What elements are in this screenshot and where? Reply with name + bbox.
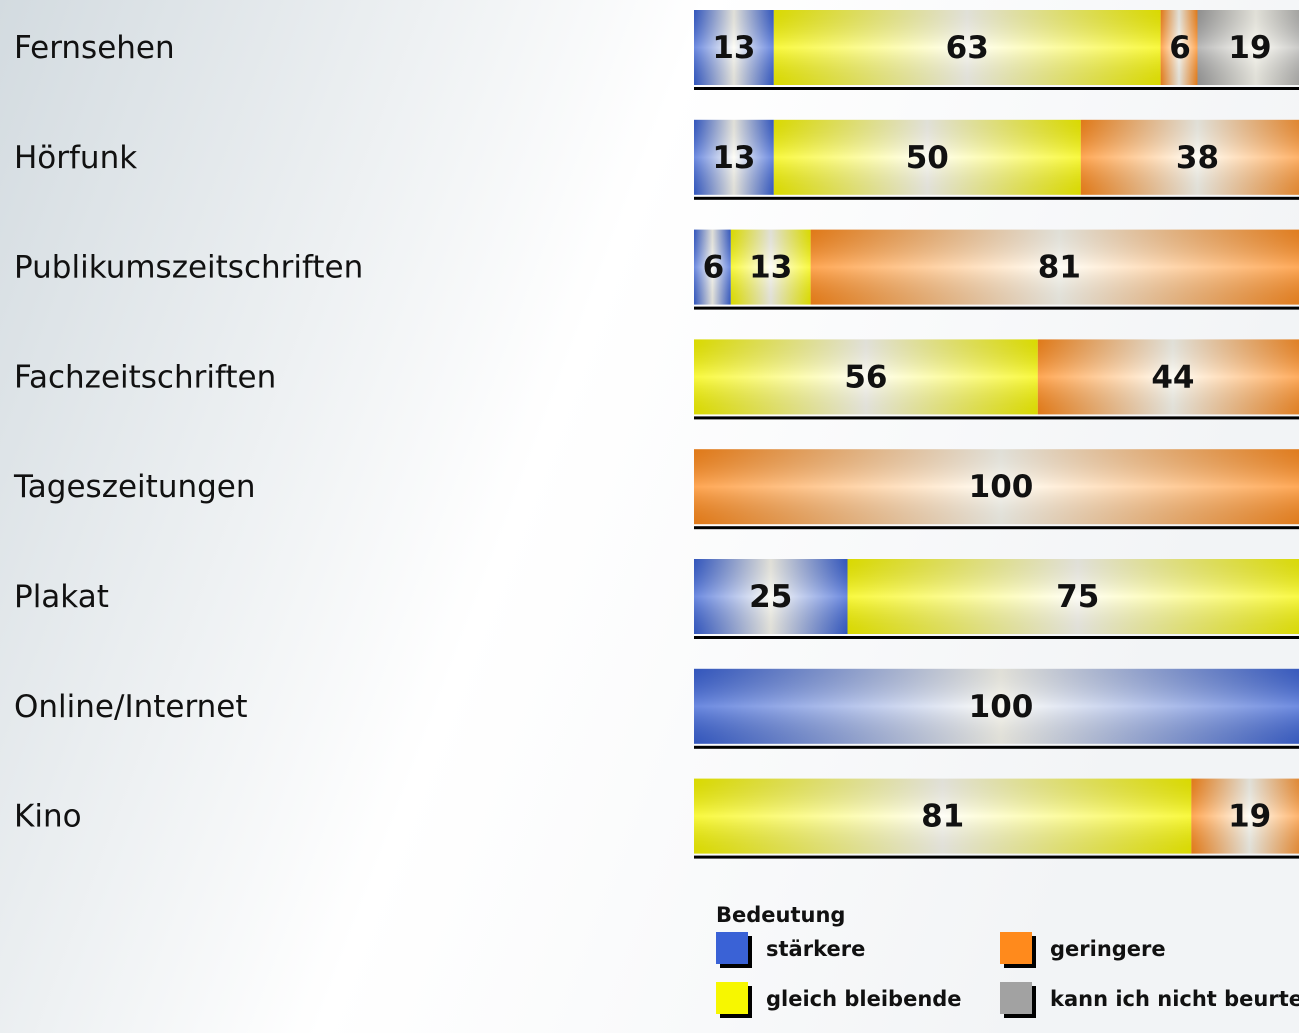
bar-baseline	[694, 87, 1299, 90]
value-label: 6	[703, 250, 725, 286]
legend-label: geringere	[1050, 937, 1166, 961]
category-label: Publikumszeitschriften	[14, 250, 363, 286]
category-label: Tageszeitungen	[13, 469, 256, 505]
value-label: 19	[1228, 30, 1271, 66]
bar-baseline	[694, 196, 1299, 200]
value-label: 100	[969, 689, 1034, 725]
value-label: 25	[749, 579, 792, 615]
bar-baseline	[694, 526, 1299, 530]
bar-baseline	[694, 855, 1299, 859]
value-label: 6	[1169, 30, 1191, 66]
value-label: 13	[712, 140, 755, 176]
category-label: Online/Internet	[14, 689, 248, 725]
value-label: 63	[946, 30, 989, 66]
legend-label: gleich bleibende	[766, 987, 962, 1011]
value-label: 44	[1151, 359, 1194, 395]
legend-swatch	[1000, 982, 1032, 1014]
bar-baseline	[694, 306, 1299, 310]
value-label: 100	[969, 469, 1034, 505]
category-label: Fernsehen	[14, 30, 175, 66]
bar-baseline	[694, 636, 1299, 639]
bar-baseline	[694, 416, 1299, 420]
legend-swatch	[1000, 932, 1032, 964]
legend-title: Bedeutung	[716, 903, 845, 927]
legend-label: kann ich nicht beurteilen	[1050, 987, 1299, 1011]
value-label: 56	[844, 359, 887, 395]
value-label: 13	[749, 250, 792, 286]
bar-baseline	[694, 745, 1299, 749]
category-label: Plakat	[14, 579, 109, 615]
value-label: 19	[1228, 799, 1271, 835]
value-label: 81	[1038, 250, 1081, 286]
value-label: 75	[1056, 579, 1099, 615]
value-label: 38	[1176, 140, 1219, 176]
value-label: 13	[712, 30, 755, 66]
legend-swatch	[716, 982, 748, 1014]
value-label: 50	[906, 140, 949, 176]
category-label: Hörfunk	[14, 140, 137, 176]
category-label: Kino	[14, 799, 82, 835]
category-label: Fachzeitschriften	[14, 359, 276, 395]
legend-swatch	[716, 932, 748, 964]
legend-label: stärkere	[766, 937, 865, 961]
value-label: 81	[921, 799, 964, 835]
